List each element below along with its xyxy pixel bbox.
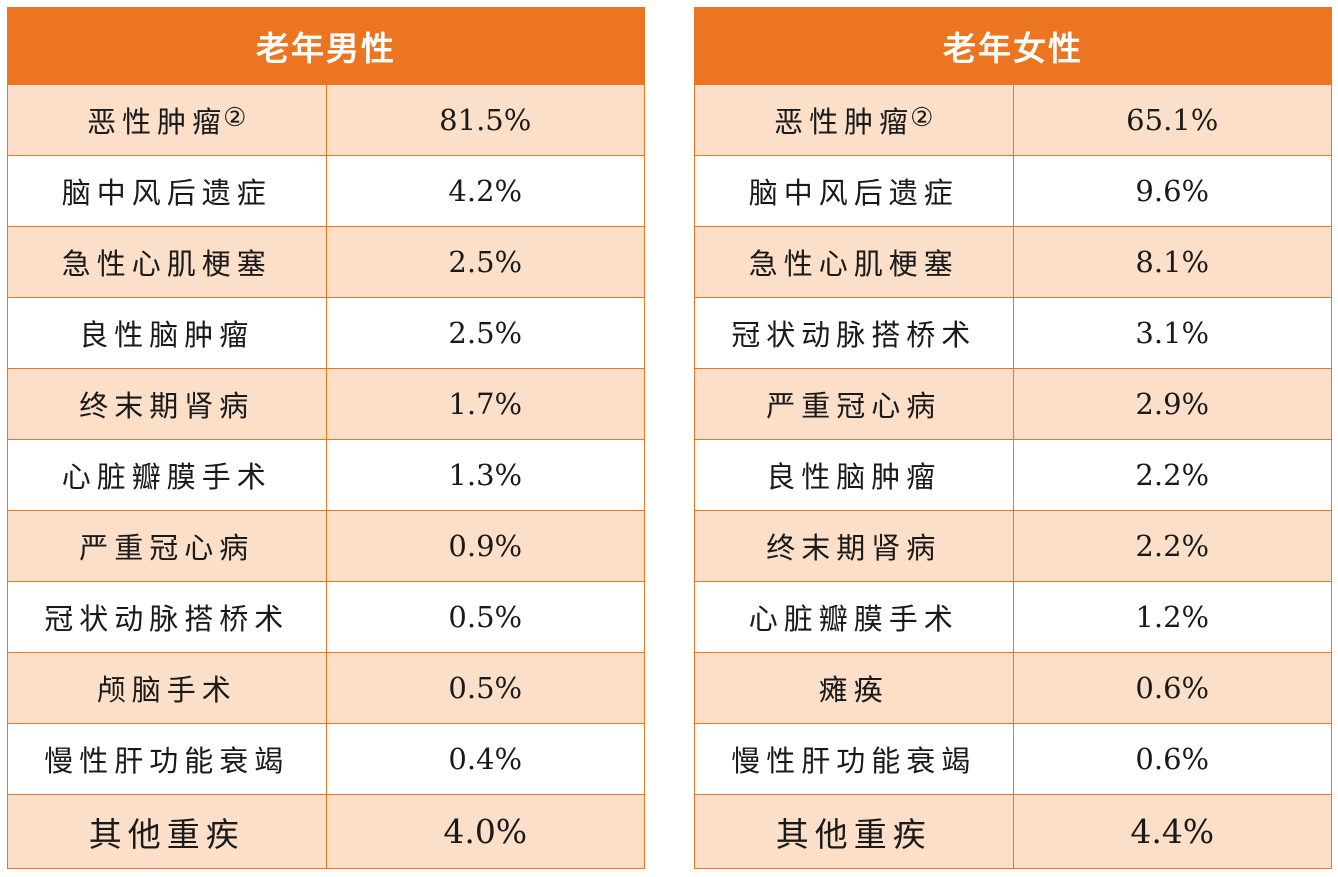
table-row: 其他重疾 4.4%: [694, 794, 1332, 869]
percentage-value: 9.6%: [1012, 155, 1332, 227]
table-row: 瘫痪 0.6%: [694, 652, 1332, 724]
disease-name: 急性心肌梗塞: [694, 226, 1014, 298]
disease-name: 冠状动脉搭桥术: [694, 297, 1014, 369]
footnote-mark: ②: [910, 103, 934, 133]
percentage-value: 0.4%: [325, 723, 645, 795]
disease-name: 终末期肾病: [694, 510, 1014, 582]
disease-name: 心脏瓣膜手术: [694, 581, 1014, 653]
disease-name: 严重冠心病: [694, 368, 1014, 440]
percentage-value: 1.2%: [1012, 581, 1332, 653]
table-row: 良性脑肿瘤 2.2%: [694, 439, 1332, 511]
table-row: 其他重疾 4.0%: [7, 794, 645, 869]
percentage-value: 0.9%: [325, 510, 645, 582]
footnote-mark: ②: [223, 103, 247, 133]
percentage-value: 2.5%: [325, 297, 645, 369]
percentage-value: 8.1%: [1012, 226, 1332, 298]
disease-name: 冠状动脉搭桥术: [7, 581, 327, 653]
percentage-value: 4.4%: [1012, 794, 1332, 869]
disease-name: 恶性肿瘤: [87, 105, 228, 139]
disease-name: 良性脑肿瘤: [7, 297, 327, 369]
percentage-value: 2.2%: [1012, 439, 1332, 511]
disease-name-cell: 恶性肿瘤②: [7, 84, 327, 156]
percentage-value: 1.7%: [325, 368, 645, 440]
table-row: 终末期肾病 1.7%: [7, 368, 645, 440]
percentage-value: 2.2%: [1012, 510, 1332, 582]
percentage-value: 0.6%: [1012, 723, 1332, 795]
table-row: 脑中风后遗症 4.2%: [7, 155, 645, 227]
percentage-value: 0.5%: [325, 581, 645, 653]
table-row: 脑中风后遗症 9.6%: [694, 155, 1332, 227]
percentage-value: 1.3%: [325, 439, 645, 511]
table-row: 慢性肝功能衰竭 0.4%: [7, 723, 645, 795]
disease-name: 终末期肾病: [7, 368, 327, 440]
disease-name: 慢性肝功能衰竭: [694, 723, 1014, 795]
disease-name: 脑中风后遗症: [694, 155, 1014, 227]
percentage-value: 4.0%: [325, 794, 645, 869]
table-row: 恶性肿瘤② 65.1%: [694, 84, 1332, 156]
disease-name: 其他重疾: [7, 794, 327, 869]
disease-name: 慢性肝功能衰竭: [7, 723, 327, 795]
disease-name: 恶性肿瘤: [774, 105, 915, 139]
disease-name: 瘫痪: [694, 652, 1014, 724]
table-title: 老年男性: [7, 7, 645, 85]
table-title: 老年女性: [694, 7, 1332, 85]
disease-name: 其他重疾: [694, 794, 1014, 869]
female-table: 老年女性 恶性肿瘤② 65.1% 脑中风后遗症 9.6% 急性心肌梗塞 8.1%…: [694, 7, 1332, 869]
table-row: 心脏瓣膜手术 1.3%: [7, 439, 645, 511]
disease-name: 心脏瓣膜手术: [7, 439, 327, 511]
table-row: 严重冠心病 0.9%: [7, 510, 645, 582]
disease-name: 严重冠心病: [7, 510, 327, 582]
disease-name: 急性心肌梗塞: [7, 226, 327, 298]
table-row: 严重冠心病 2.9%: [694, 368, 1332, 440]
disease-name: 良性脑肿瘤: [694, 439, 1014, 511]
male-table: 老年男性 恶性肿瘤② 81.5% 脑中风后遗症 4.2% 急性心肌梗塞 2.5%…: [7, 7, 645, 869]
percentage-value: 2.5%: [325, 226, 645, 298]
table-row: 冠状动脉搭桥术 0.5%: [7, 581, 645, 653]
percentage-value: 2.9%: [1012, 368, 1332, 440]
table-row: 冠状动脉搭桥术 3.1%: [694, 297, 1332, 369]
disease-name: 颅脑手术: [7, 652, 327, 724]
percentage-value: 0.6%: [1012, 652, 1332, 724]
percentage-value: 3.1%: [1012, 297, 1332, 369]
table-row: 恶性肿瘤② 81.5%: [7, 84, 645, 156]
table-row: 心脏瓣膜手术 1.2%: [694, 581, 1332, 653]
table-row: 终末期肾病 2.2%: [694, 510, 1332, 582]
table-row: 急性心肌梗塞 8.1%: [694, 226, 1332, 298]
table-row: 慢性肝功能衰竭 0.6%: [694, 723, 1332, 795]
percentage-value: 0.5%: [325, 652, 645, 724]
percentage-value: 4.2%: [325, 155, 645, 227]
disease-name-cell: 恶性肿瘤②: [694, 84, 1014, 156]
table-row: 颅脑手术 0.5%: [7, 652, 645, 724]
table-row: 急性心肌梗塞 2.5%: [7, 226, 645, 298]
table-row: 良性脑肿瘤 2.5%: [7, 297, 645, 369]
disease-name: 脑中风后遗症: [7, 155, 327, 227]
percentage-value: 81.5%: [325, 84, 645, 156]
percentage-value: 65.1%: [1012, 84, 1332, 156]
